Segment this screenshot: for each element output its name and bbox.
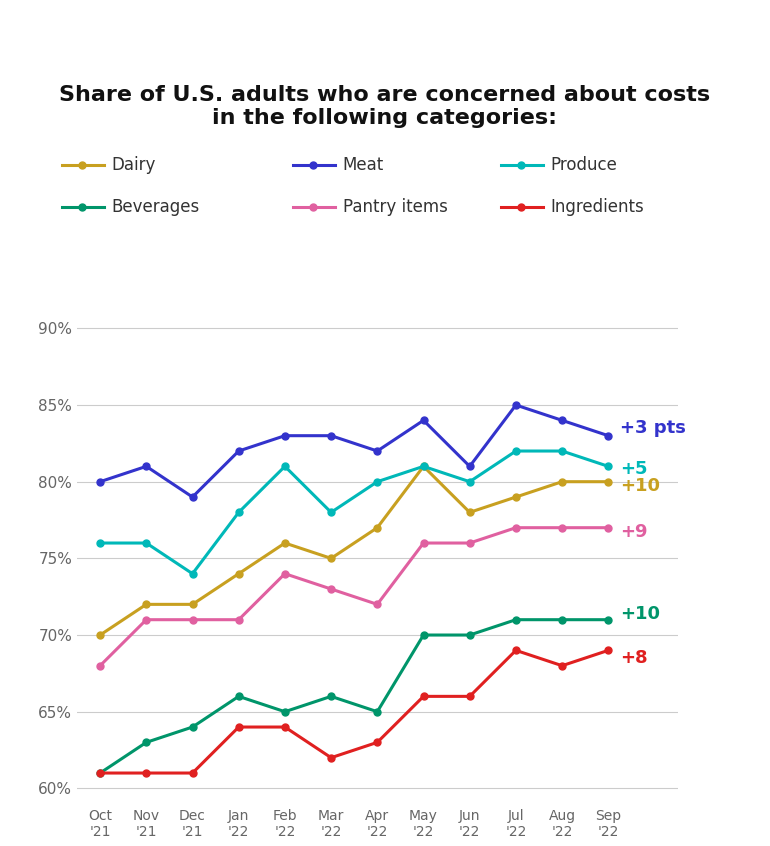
Text: Produce: Produce: [551, 156, 618, 174]
Text: Beverages: Beverages: [112, 198, 200, 217]
Text: +10: +10: [620, 605, 660, 623]
Text: Share of U.S. adults who are concerned about costs
in the following categories:: Share of U.S. adults who are concerned a…: [59, 85, 711, 128]
Text: Ingredients: Ingredients: [551, 198, 644, 217]
Text: Pantry items: Pantry items: [343, 198, 447, 217]
Text: +5: +5: [620, 460, 648, 479]
Text: Meat: Meat: [343, 156, 384, 174]
Text: Dairy: Dairy: [112, 156, 156, 174]
Text: +8: +8: [620, 649, 648, 667]
Text: +9: +9: [620, 524, 648, 541]
Text: +10: +10: [620, 477, 660, 495]
Text: +3 pts: +3 pts: [620, 419, 686, 437]
